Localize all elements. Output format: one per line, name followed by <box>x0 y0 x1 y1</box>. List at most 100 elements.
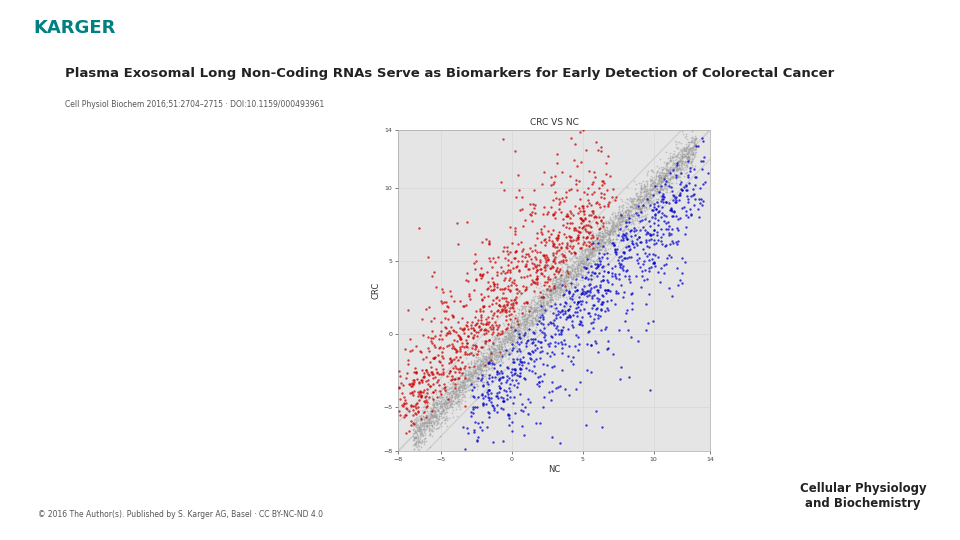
Point <box>409 426 424 434</box>
Point <box>468 343 484 352</box>
Point <box>589 239 605 247</box>
Point <box>551 339 566 347</box>
Point <box>475 372 491 381</box>
Point <box>588 218 604 226</box>
Point <box>580 255 595 264</box>
Point <box>559 265 574 274</box>
Point <box>605 228 620 237</box>
Point <box>557 309 572 318</box>
Point <box>549 159 564 167</box>
Point <box>587 236 602 245</box>
Point <box>646 189 661 198</box>
Point <box>527 316 542 325</box>
Point <box>662 165 678 173</box>
Point <box>437 415 452 423</box>
Point <box>644 190 660 198</box>
Point <box>468 265 483 273</box>
Point <box>482 348 497 357</box>
Point <box>503 334 518 343</box>
Point <box>640 186 656 194</box>
Point <box>606 218 621 227</box>
Point <box>440 392 455 400</box>
Point <box>407 426 422 435</box>
Point <box>418 392 433 400</box>
Point <box>479 352 494 360</box>
Point <box>484 350 499 359</box>
Point <box>420 415 436 424</box>
Point <box>420 412 435 421</box>
Point <box>427 386 443 395</box>
Point <box>617 233 633 242</box>
Point <box>473 367 489 375</box>
Point <box>501 326 516 334</box>
Point <box>574 244 589 252</box>
Point <box>634 199 649 207</box>
Point <box>489 335 504 344</box>
Point <box>488 320 503 329</box>
Point <box>667 158 683 167</box>
Point <box>600 218 615 226</box>
Point <box>580 252 595 261</box>
Point <box>568 236 584 245</box>
Point <box>568 254 584 262</box>
Point <box>440 372 455 380</box>
Point <box>577 247 592 255</box>
Point <box>449 399 465 408</box>
Point <box>475 270 491 279</box>
Point <box>527 319 542 327</box>
Point <box>457 382 472 390</box>
Point <box>475 381 491 390</box>
Point <box>503 329 518 338</box>
Point <box>675 127 690 136</box>
Point <box>660 169 676 178</box>
Point <box>578 421 593 430</box>
Point <box>418 421 433 429</box>
Point <box>445 312 461 320</box>
Point <box>466 351 481 360</box>
Point <box>485 325 500 333</box>
Point <box>442 397 457 406</box>
Point <box>428 283 444 292</box>
Point <box>647 182 662 191</box>
Point <box>415 366 430 374</box>
Point <box>540 286 555 295</box>
Point <box>560 262 575 271</box>
Point <box>469 384 485 393</box>
Point <box>436 413 451 422</box>
Point <box>523 255 539 264</box>
Point <box>441 303 456 312</box>
Point <box>516 330 532 339</box>
Point <box>643 176 659 184</box>
Point <box>651 201 666 210</box>
Point <box>687 151 703 160</box>
Point <box>432 330 447 339</box>
Point <box>396 393 412 401</box>
Point <box>495 337 511 346</box>
Point <box>666 159 682 167</box>
Point <box>664 186 680 195</box>
Point <box>536 293 551 301</box>
Point <box>589 237 605 246</box>
Point <box>427 408 443 417</box>
Point <box>452 380 468 388</box>
Point <box>488 333 503 342</box>
Point <box>500 281 516 290</box>
Point <box>528 326 543 334</box>
Point <box>679 154 694 163</box>
Point <box>442 383 457 391</box>
Point <box>637 187 653 195</box>
Point <box>410 387 425 396</box>
Point <box>429 419 444 428</box>
Point <box>502 322 517 330</box>
Point <box>414 435 429 444</box>
Point <box>490 340 505 349</box>
Point <box>456 376 471 385</box>
Point <box>533 225 548 233</box>
Point <box>426 410 442 418</box>
Point <box>554 284 569 292</box>
Point <box>665 195 681 204</box>
Point <box>639 186 655 195</box>
Point <box>653 237 668 245</box>
Point <box>451 386 467 394</box>
Point <box>513 273 528 281</box>
